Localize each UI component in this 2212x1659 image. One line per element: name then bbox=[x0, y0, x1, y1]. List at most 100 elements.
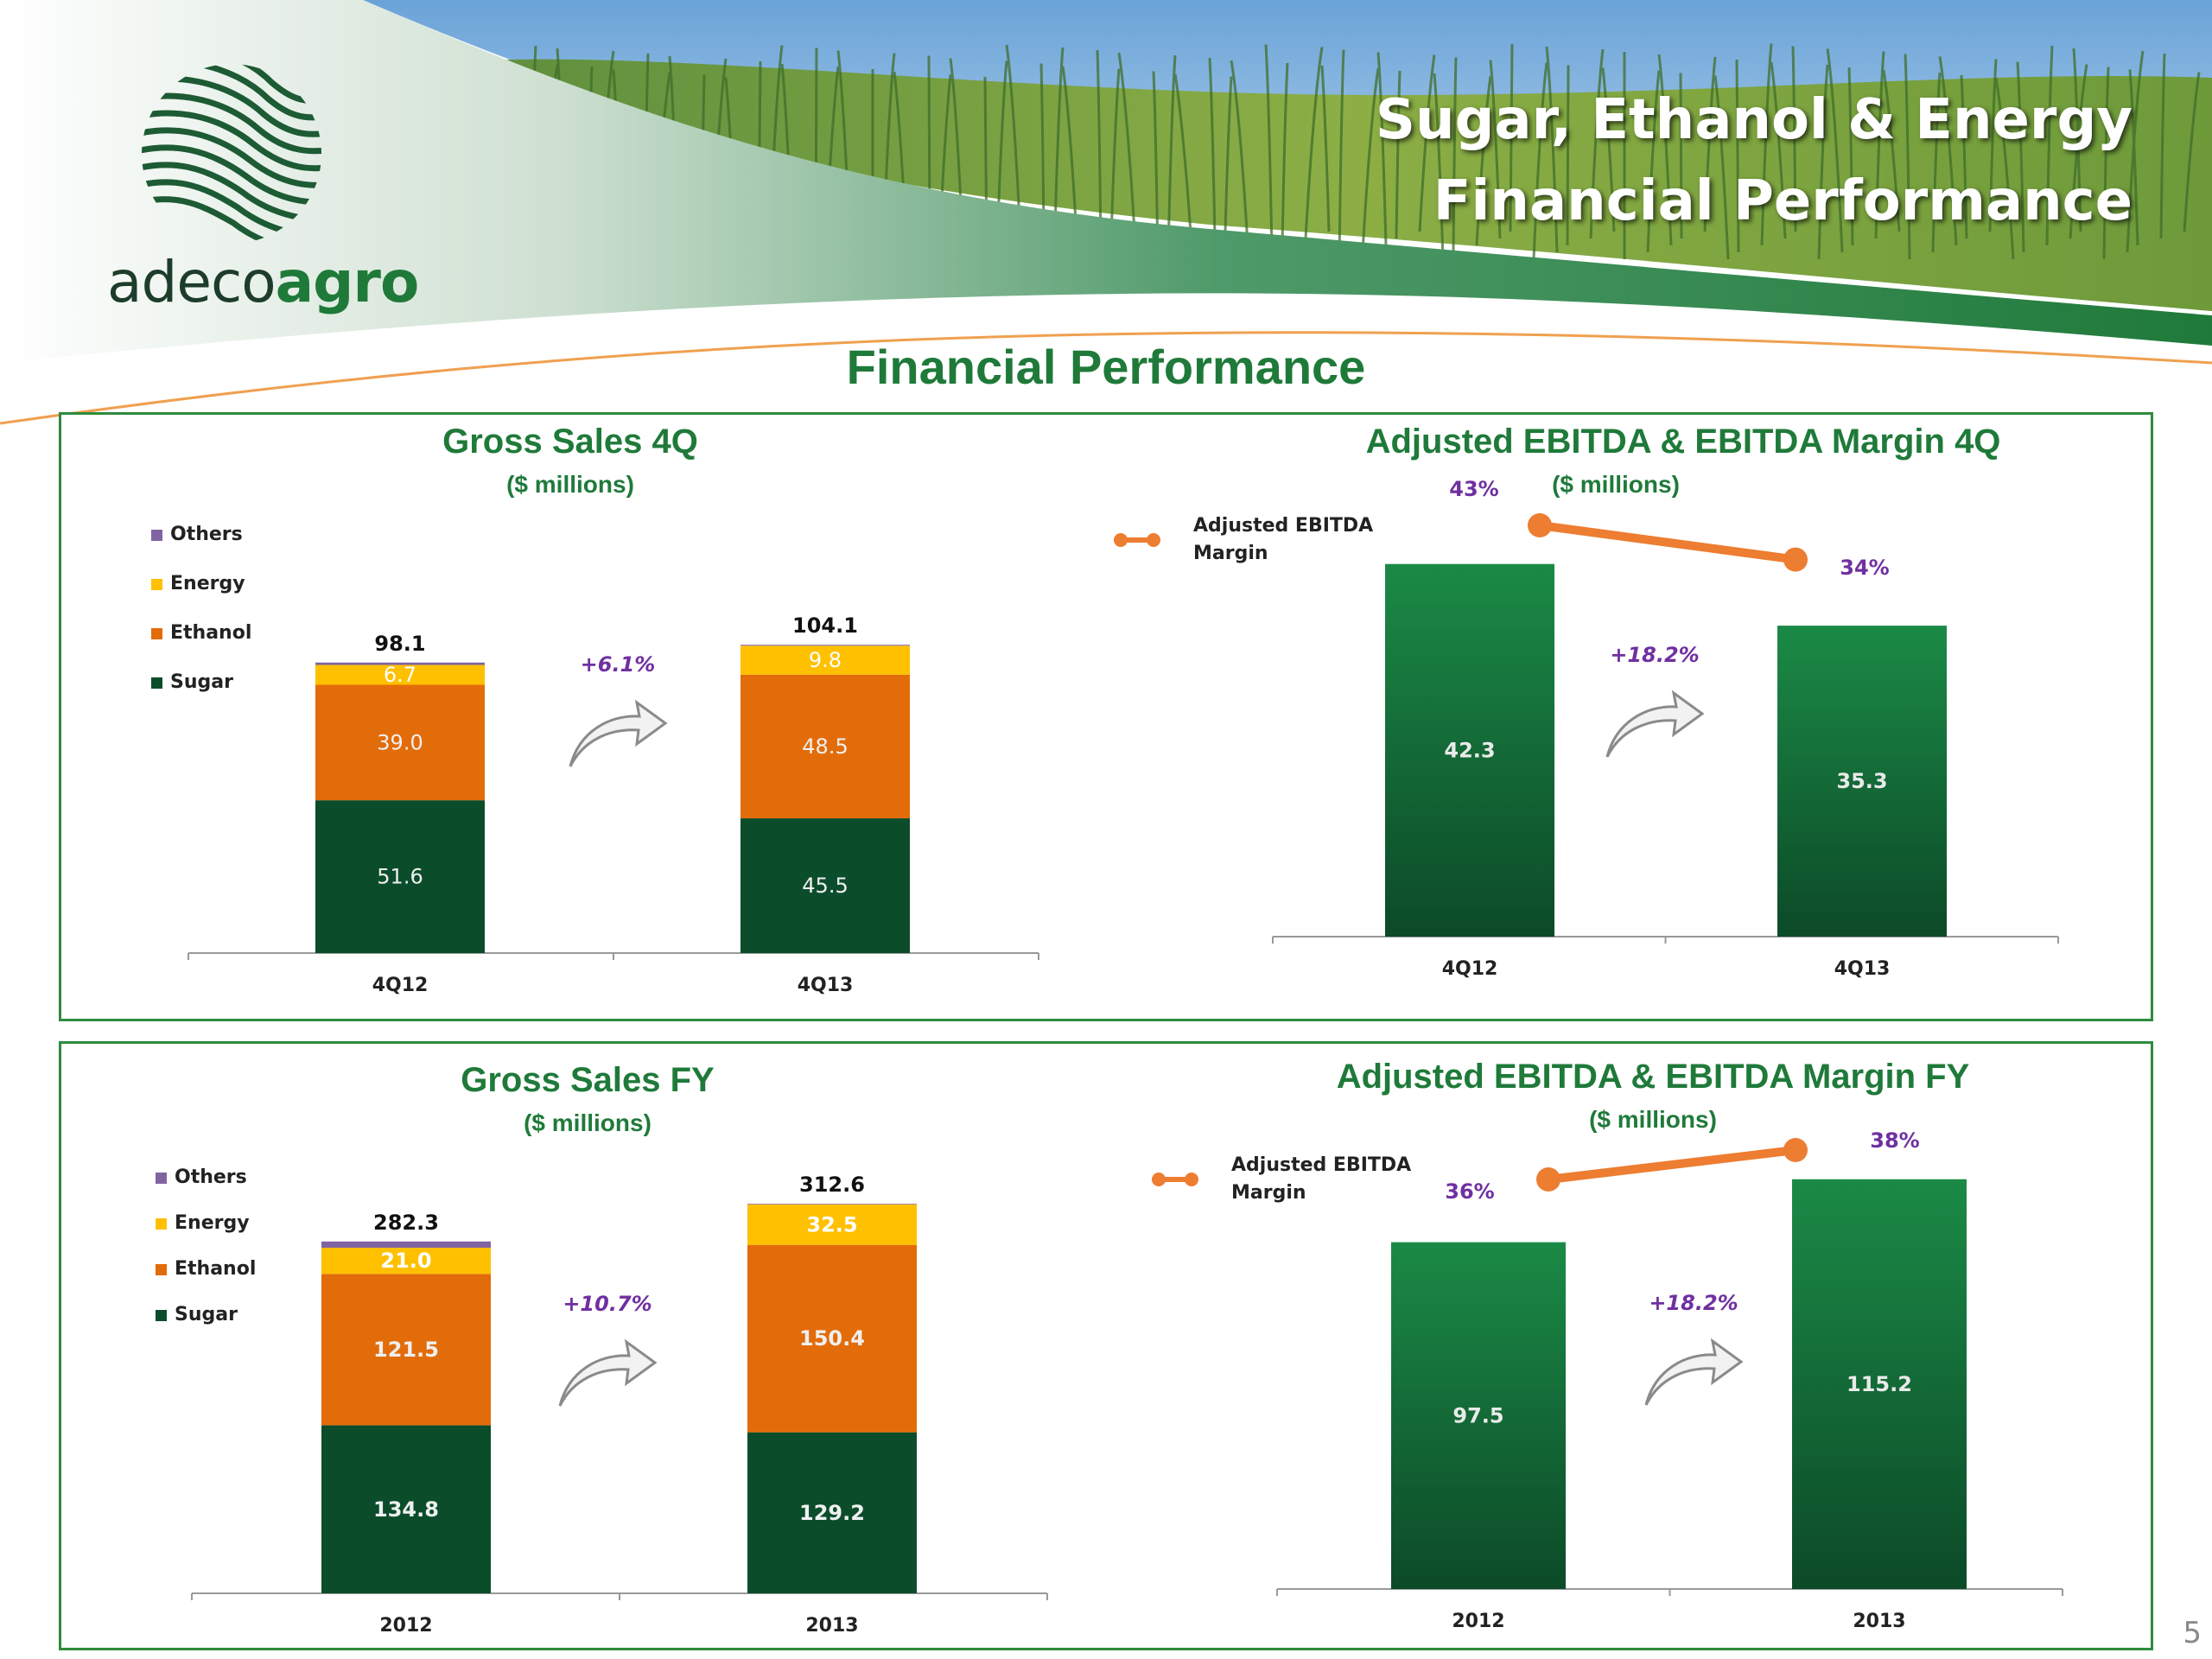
category-tick-label: 4Q12 bbox=[372, 975, 429, 996]
data-label-ethanol: 150.4 bbox=[799, 1326, 865, 1351]
bar-segment-ethanol bbox=[321, 1274, 491, 1426]
bar-segment-ethanol bbox=[747, 1244, 917, 1433]
bar-segment-others bbox=[315, 662, 485, 665]
legend-marker-margin bbox=[1114, 533, 1128, 547]
margin-line bbox=[1544, 1146, 1800, 1184]
bar-segment-ethanol bbox=[315, 684, 485, 801]
legend-label-sugar: Sugar bbox=[170, 671, 233, 693]
section-title-line1: Sugar, Ethanol & Energy bbox=[1375, 88, 2133, 152]
data-label-energy: 21.0 bbox=[380, 1249, 431, 1273]
data-label-energy: 6.7 bbox=[384, 663, 416, 687]
ebitda-bar bbox=[1777, 626, 1947, 937]
data-label-ethanol: 39.0 bbox=[377, 730, 423, 754]
growth-label: +18.2% bbox=[1649, 1291, 1738, 1315]
chart-subtitle: ($ millions) bbox=[506, 471, 634, 498]
category-tick-label: 4Q12 bbox=[1442, 958, 1498, 980]
growth-arrow-icon bbox=[569, 699, 668, 767]
bar-segment-energy bbox=[747, 1204, 917, 1245]
growth-arrow-icon bbox=[1605, 690, 1705, 758]
legend-label-margin-line2: Margin bbox=[1231, 1182, 1306, 1204]
chart-title: Gross Sales FY bbox=[461, 1061, 715, 1099]
growth-arrow-icon bbox=[558, 1338, 658, 1407]
growth-label: +10.7% bbox=[563, 1292, 652, 1316]
ebitda-fy-chart: Adjusted EBITDA & EBITDA Margin FY ($ mil… bbox=[1097, 1050, 2134, 1646]
legend-swatch-energy bbox=[151, 579, 162, 590]
data-label-energy: 32.5 bbox=[806, 1212, 857, 1236]
legend-marker-margin bbox=[1147, 533, 1160, 547]
legend-label-energy: Energy bbox=[175, 1212, 250, 1234]
legend-label-others: Others bbox=[170, 524, 243, 545]
bar-segment-sugar bbox=[747, 1432, 917, 1593]
ebitda-bar bbox=[1385, 563, 1554, 937]
legend-swatch-sugar bbox=[151, 677, 162, 689]
margin-point bbox=[1783, 547, 1808, 572]
legend-marker-margin bbox=[1185, 1173, 1198, 1186]
legend-label-margin-line1: Adjusted EBITDA bbox=[1231, 1154, 1411, 1176]
ebitda-4q-svg: Adjusted EBITDA & EBITDA Margin 4Q ($ mil… bbox=[1114, 423, 2059, 980]
legend-label-sugar: Sugar bbox=[175, 1304, 238, 1325]
chart-subtitle: ($ millions) bbox=[524, 1109, 652, 1136]
category-tick-label: 2013 bbox=[1853, 1611, 1905, 1632]
category-tick-label: 2012 bbox=[1452, 1611, 1504, 1632]
page-number: 5 bbox=[2183, 1616, 2202, 1650]
logo-wordmark: adecoagro bbox=[107, 249, 419, 315]
margin-data-label: 43% bbox=[1449, 477, 1498, 501]
margin-point bbox=[1536, 1167, 1560, 1192]
bar-segment-energy bbox=[741, 645, 910, 675]
legend-swatch-ethanol bbox=[151, 628, 162, 639]
chart-subtitle: ($ millions) bbox=[1589, 1106, 1717, 1133]
gross-sales-fy-chart: Gross Sales FY ($ millions) Others Energy Et… bbox=[112, 1050, 1097, 1646]
data-label-sugar: 134.8 bbox=[373, 1497, 439, 1522]
data-label-sugar: 45.5 bbox=[802, 874, 848, 898]
banner-accent-line bbox=[0, 331, 2212, 425]
bar-segment-sugar bbox=[321, 1425, 491, 1593]
legend-marker-margin bbox=[1152, 1173, 1166, 1186]
margin-line bbox=[1535, 521, 1800, 564]
sugarcane-photo bbox=[363, 0, 2212, 312]
margin-data-label: 34% bbox=[1840, 556, 1889, 580]
data-label-ebitda: 35.3 bbox=[1836, 769, 1887, 793]
data-label-ethanol: 48.5 bbox=[802, 734, 848, 759]
section-title-line2: Financial Performance bbox=[1433, 169, 2133, 233]
legend-label-margin-line2: Margin bbox=[1193, 543, 1268, 564]
bar-segment-others bbox=[747, 1204, 917, 1205]
margin-data-label: 36% bbox=[1445, 1179, 1494, 1204]
bar-segment-ethanol bbox=[741, 674, 910, 819]
ebitda-bar bbox=[1391, 1242, 1566, 1589]
legend-swatch-others bbox=[151, 530, 162, 541]
chart-subtitle: ($ millions) bbox=[1552, 471, 1680, 498]
margin-point bbox=[1783, 1138, 1808, 1162]
gross-sales-fy-svg: Gross Sales FY ($ millions) Others Energy Et… bbox=[156, 1061, 1048, 1637]
legend-swatch-sugar bbox=[156, 1310, 167, 1321]
chart-title: Adjusted EBITDA & EBITDA Margin FY bbox=[1337, 1058, 1970, 1096]
banner-swoosh bbox=[0, 0, 2212, 363]
ebitda-4q-chart: Adjusted EBITDA & EBITDA Margin 4Q ($ mil… bbox=[1097, 423, 2134, 1011]
legend-swatch-energy bbox=[156, 1218, 167, 1230]
slide-title: Financial Performance bbox=[846, 340, 1366, 394]
legend-label-others: Others bbox=[175, 1166, 247, 1188]
legend-label-margin-line1: Adjusted EBITDA bbox=[1193, 515, 1373, 537]
total-label: 104.1 bbox=[792, 613, 858, 638]
ebitda-fy-svg: Adjusted EBITDA & EBITDA Margin FY ($ mil… bbox=[1152, 1058, 2063, 1632]
legend-label-ethanol: Ethanol bbox=[175, 1258, 256, 1280]
margin-point bbox=[1528, 513, 1552, 537]
total-label: 282.3 bbox=[373, 1211, 439, 1235]
ebitda-bar bbox=[1792, 1179, 1967, 1589]
chart-title: Gross Sales 4Q bbox=[442, 423, 698, 461]
total-label: 98.1 bbox=[374, 632, 425, 656]
growth-arrow-icon bbox=[1644, 1338, 1744, 1406]
section-title: Sugar, Ethanol & Energy Financial Perfor… bbox=[1376, 79, 2133, 242]
chart-title: Adjusted EBITDA & EBITDA Margin 4Q bbox=[1366, 423, 2001, 461]
data-label-sugar: 129.2 bbox=[799, 1501, 865, 1525]
legend-label-ethanol: Ethanol bbox=[170, 622, 251, 644]
growth-label: +18.2% bbox=[1610, 643, 1699, 667]
bar-segment-sugar bbox=[741, 818, 910, 953]
legend-swatch-ethanol bbox=[156, 1264, 167, 1275]
margin-data-label: 38% bbox=[1870, 1128, 1919, 1153]
legend-label-energy: Energy bbox=[170, 573, 245, 594]
category-tick-label: 2013 bbox=[805, 1615, 858, 1637]
total-label: 312.6 bbox=[799, 1173, 865, 1197]
category-tick-label: 4Q13 bbox=[1834, 958, 1891, 980]
legend-swatch-others bbox=[156, 1173, 167, 1184]
bar-segment-energy bbox=[321, 1248, 491, 1274]
